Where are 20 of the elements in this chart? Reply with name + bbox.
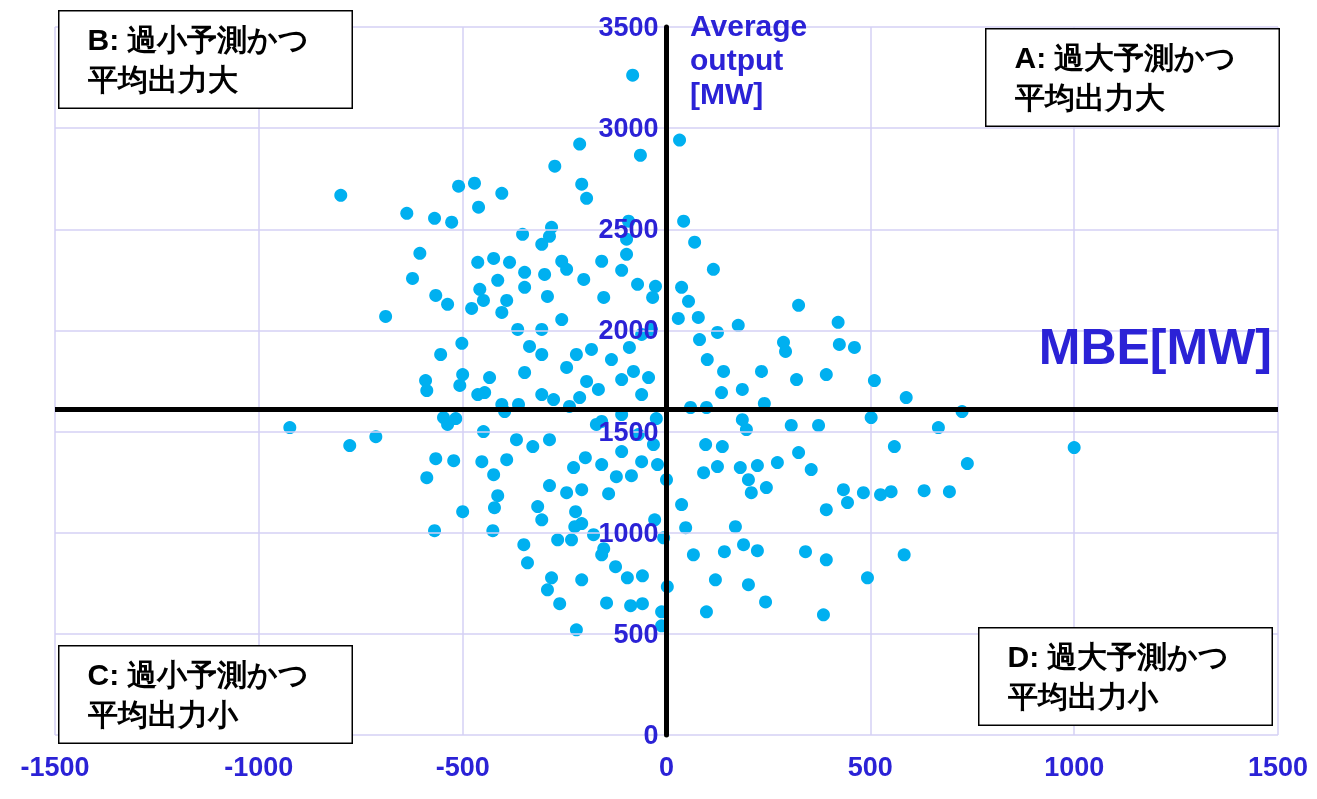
annotation: D: 過大予測かつ平均出力小 — [1006, 640, 1230, 713]
y-tick-label: 3000 — [598, 113, 659, 144]
y-tick-label: 500 — [613, 618, 659, 649]
x-tick-label: -500 — [435, 751, 490, 782]
x-tick-label: 1500 — [1247, 751, 1309, 782]
annotation: A: 過大予測かつ平均出力大 — [1013, 41, 1237, 114]
annotation: B: 過小予測かつ平均出力大 — [86, 23, 310, 96]
y-axis-title: Average output [MW] — [690, 8, 816, 110]
x-tick-label: 1000 — [1044, 751, 1105, 782]
x-axis-title: MBE[MW] — [1038, 319, 1273, 375]
x-tick-label: 500 — [847, 751, 893, 782]
y-tick-label: 1500 — [598, 416, 659, 447]
y-tick-label: 2000 — [598, 315, 659, 346]
y-tick-label: 0 — [643, 720, 659, 750]
y-tick-label: 1000 — [598, 517, 659, 548]
x-tick-label: -1500 — [20, 751, 90, 782]
annotation: C: 過小予測かつ平均出力小 — [86, 658, 310, 731]
y-tick-label: 3500 — [598, 12, 659, 42]
x-tick-label: -1000 — [224, 751, 294, 782]
y-tick-label: 2500 — [598, 214, 659, 245]
